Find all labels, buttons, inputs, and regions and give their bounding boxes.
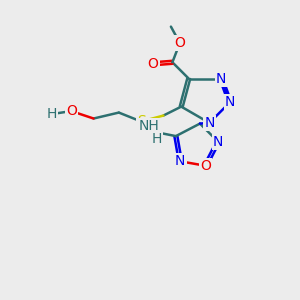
Text: H: H [47,107,57,121]
Text: N: N [216,72,226,86]
Text: O: O [148,57,158,71]
Text: N: N [225,95,235,110]
Text: O: O [66,104,77,118]
Text: S: S [137,115,146,128]
Text: N: N [175,154,185,168]
Text: O: O [200,159,211,173]
Text: H: H [152,132,162,146]
Text: NH: NH [139,119,160,133]
Text: O: O [174,36,185,50]
Text: N: N [204,116,214,130]
Text: N: N [213,135,223,149]
